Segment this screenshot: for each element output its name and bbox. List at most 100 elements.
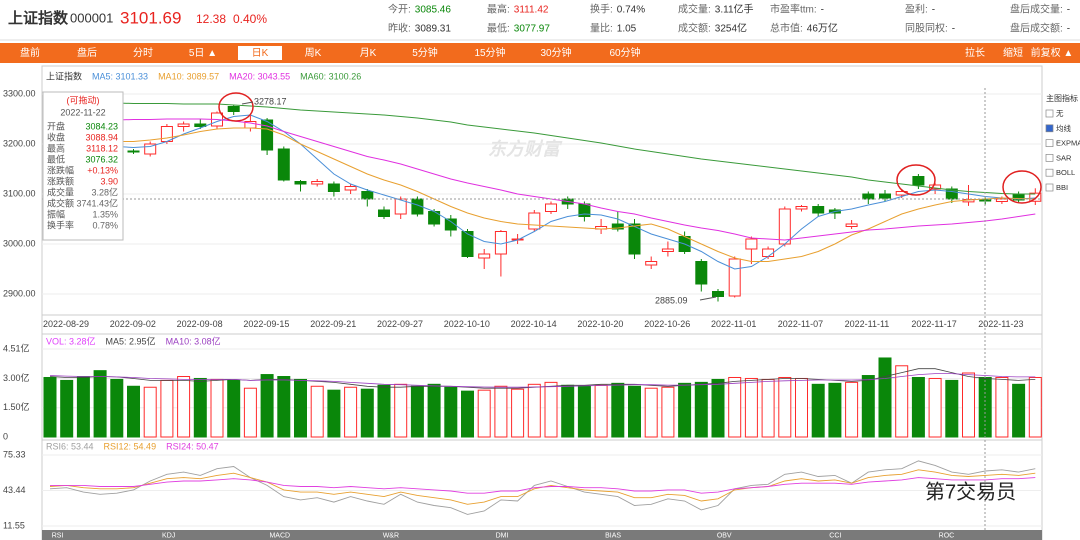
candle-body xyxy=(1029,192,1042,202)
volume-bar xyxy=(477,389,491,438)
info-label: 换手: xyxy=(590,3,613,16)
volume-bar xyxy=(527,383,541,438)
tooltip-label: 最高 xyxy=(47,142,65,153)
indicator-tab[interactable]: BIAS xyxy=(605,532,621,539)
option-label[interactable]: BOLL xyxy=(1056,168,1075,177)
indicator-tab[interactable]: OBV xyxy=(717,532,732,539)
candle-body xyxy=(879,193,891,199)
tooltip-value: 3741.43亿 xyxy=(76,197,118,208)
indicator-options: 无均线 EXPMA SAR BOLL BBI xyxy=(1045,109,1080,192)
candle-body xyxy=(745,238,758,250)
toolbar-tab[interactable]: 60分钟 xyxy=(609,46,640,59)
option-checkbox[interactable] xyxy=(1045,139,1054,147)
tooltip[interactable]: (可拖动) 2022-11-22 xyxy=(42,91,124,241)
candle-body xyxy=(628,223,641,255)
x-tick-label: 2022-09-27 xyxy=(377,319,423,329)
volume-bar xyxy=(828,382,842,438)
option-checkbox[interactable] xyxy=(1045,183,1054,192)
legend-entry: MA10: 3089.57 xyxy=(158,71,219,81)
volume-bar xyxy=(644,387,658,438)
volume-bar xyxy=(895,365,909,438)
toolbar-tab[interactable]: 分时 xyxy=(133,47,153,59)
chart-frame xyxy=(41,65,1043,540)
watermark: 第7交易员 xyxy=(925,480,1016,503)
x-tick-label: 2022-10-26 xyxy=(644,319,690,329)
high-annotation: 3278.17 xyxy=(254,96,287,106)
info-label: 量比: xyxy=(590,23,613,35)
volume-bar xyxy=(76,376,90,438)
y-tick-label: 1.50亿 xyxy=(3,401,30,412)
toolbar-tab[interactable]: 15分钟 xyxy=(474,46,505,59)
toolbar-action[interactable]: 拉长 xyxy=(965,46,985,59)
volume-bar xyxy=(728,376,742,438)
toolbar-tab[interactable]: 盘后 xyxy=(77,46,97,59)
indicator-tab[interactable]: W&R xyxy=(383,532,399,539)
candle-body xyxy=(545,203,557,212)
option-checkbox[interactable] xyxy=(1045,154,1054,162)
info-label: 最高: xyxy=(487,3,510,16)
x-tick-label: 2022-09-08 xyxy=(177,319,223,329)
option-checkbox[interactable] xyxy=(1045,124,1054,133)
volume-bar xyxy=(461,390,474,438)
indicator-tab[interactable]: CCI xyxy=(829,532,841,539)
indicator-tab[interactable]: RSI xyxy=(52,532,64,539)
toolbar-tab[interactable]: 5分钟 xyxy=(412,46,438,59)
x-tick-label: 2022-11-07 xyxy=(778,319,823,329)
info-value: - xyxy=(1067,5,1070,16)
toolbar-tab[interactable]: 30分钟 xyxy=(540,46,571,59)
toolbar-tab[interactable]: 月K xyxy=(360,47,377,59)
volume-bar xyxy=(377,384,391,438)
ma-line xyxy=(50,102,1036,195)
volume-bar xyxy=(561,384,575,438)
indicator-tab[interactable]: KDJ xyxy=(162,532,175,539)
option-label[interactable]: SAR xyxy=(1056,153,1072,162)
option-label[interactable]: EXPMA xyxy=(1056,139,1080,148)
candle-body xyxy=(661,248,674,252)
indicator-tab[interactable]: MACD xyxy=(269,532,290,539)
volume-bar xyxy=(661,386,675,438)
y-tick-label: 3100.00 xyxy=(3,188,36,198)
indicator-tab[interactable]: ROC xyxy=(939,532,955,539)
info-value: 3.11亿手 xyxy=(715,3,754,16)
plot-area: 3300.00 3200.00 3100.00 3000.00 2900.00 上证指数 M… xyxy=(3,70,1042,530)
toolbar-tab[interactable]: 周K xyxy=(305,47,322,59)
option-checkbox[interactable] xyxy=(1045,168,1054,177)
toolbar-tab[interactable]: 盘前 xyxy=(20,46,40,59)
rsi-line xyxy=(49,460,1036,515)
highlight-circle xyxy=(896,164,936,196)
volume-bar xyxy=(294,378,307,438)
info-label: 总市值: xyxy=(770,22,803,35)
toolbar-tab[interactable]: 5日 ▲ xyxy=(189,48,217,59)
legend-entry: MA5: 2.95亿 xyxy=(106,335,156,346)
legend-entry: MA60: 3100.26 xyxy=(300,71,361,81)
y-tick-label: 11.55 xyxy=(3,520,25,530)
option-label[interactable]: 均线 xyxy=(1056,123,1072,133)
annotation-arrow xyxy=(241,101,254,105)
volume-bar xyxy=(494,385,508,438)
info-label: 成交额: xyxy=(678,22,711,35)
indicator-tab[interactable]: DMI xyxy=(496,532,509,539)
tooltip-rows: 开盘 3084.23 收盘 3088.94 最高 3118.12 最低 3076.32 涨跌幅 +… xyxy=(47,120,118,230)
volume-bar xyxy=(628,385,641,438)
legend-entry: MA5: 3101.33 xyxy=(92,71,148,81)
tooltip-label: 成交量 xyxy=(47,186,74,197)
option-label[interactable]: 无 xyxy=(1056,109,1064,118)
y-tick-label: 43.44 xyxy=(3,485,26,495)
toolbar-tab[interactable]: 日K xyxy=(252,48,269,59)
volume-bar xyxy=(344,386,358,438)
legend-entry: 上证指数 xyxy=(46,70,82,81)
info-label: 最低: xyxy=(487,22,510,35)
volume-bar xyxy=(193,377,207,438)
option-label[interactable]: BBI xyxy=(1056,183,1068,192)
info-value: 3254亿 xyxy=(715,22,747,35)
candle-body xyxy=(478,253,491,259)
toolbar-action[interactable]: 前复权 ▲ xyxy=(1031,46,1074,59)
toolbar-action[interactable]: 缩短 xyxy=(1003,46,1023,59)
volume-bar xyxy=(360,388,374,438)
option-checkbox[interactable] xyxy=(1045,109,1054,118)
highlight-circle xyxy=(1002,170,1042,204)
active-tab-bg xyxy=(238,46,282,60)
volume-bar xyxy=(310,385,324,438)
candle-body xyxy=(344,186,357,191)
annotation-arrow xyxy=(699,296,717,301)
